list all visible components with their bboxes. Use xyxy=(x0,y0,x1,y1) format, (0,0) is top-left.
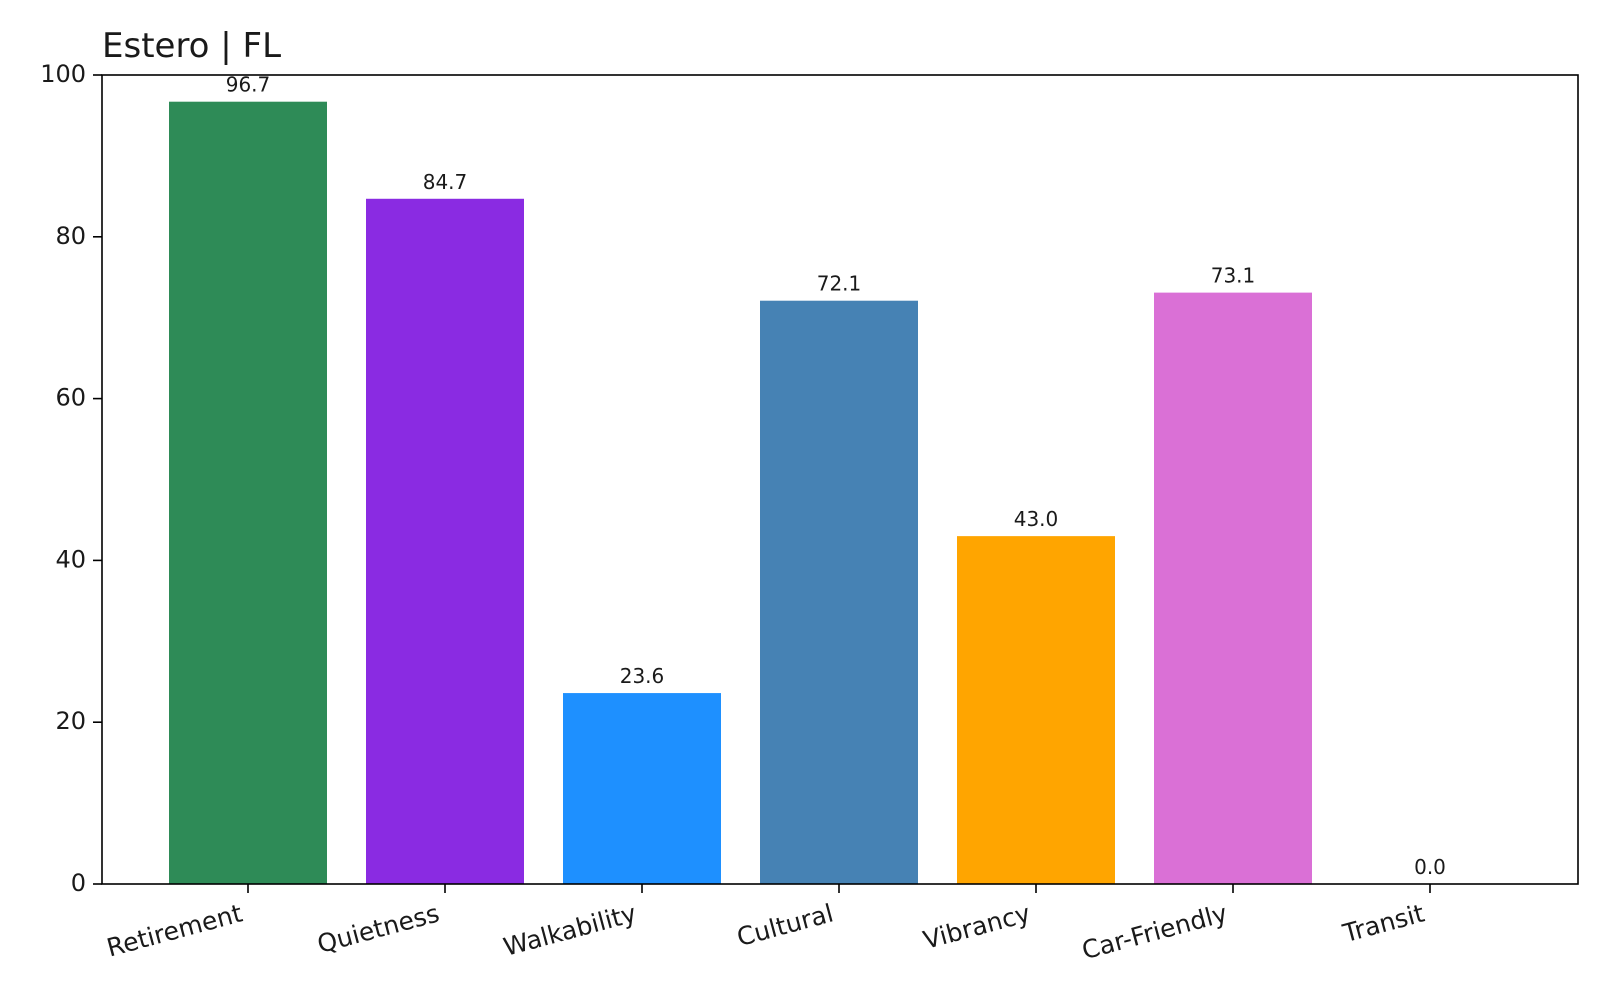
x-tick-label: Walkability xyxy=(500,898,639,961)
x-tick-label: Quietness xyxy=(314,899,442,959)
value-label: 73.1 xyxy=(1211,264,1256,288)
bar-cultural xyxy=(760,300,918,884)
value-label: 96.7 xyxy=(226,73,271,97)
value-label: 43.0 xyxy=(1014,507,1059,531)
value-label: 0.0 xyxy=(1414,855,1446,879)
bar-quietness xyxy=(366,198,524,885)
y-tick-label: 80 xyxy=(55,222,86,250)
x-tick-label: Car-Friendly xyxy=(1079,898,1231,965)
plot-area-frame xyxy=(101,74,1579,885)
value-label: 84.7 xyxy=(423,170,468,194)
y-tick-label: 100 xyxy=(40,60,86,88)
bar-vibrancy xyxy=(957,536,1115,884)
x-axis: Retirement Quietness Walkability Cultural Vi… xyxy=(104,884,1431,965)
bar-walkability xyxy=(563,693,721,884)
x-tick-label: Vibrancy xyxy=(920,898,1033,954)
y-tick-label: 40 xyxy=(55,545,86,573)
x-tick-label: Retirement xyxy=(104,898,246,962)
value-label: 23.6 xyxy=(620,664,665,688)
bar-retirement xyxy=(169,101,327,884)
bars-layer xyxy=(169,101,1312,885)
value-labels-layer: 96.7 84.7 23.6 72.1 43.0 73.1 0.0 xyxy=(226,73,1446,879)
bar-car-friendly xyxy=(1154,292,1312,885)
y-axis: 0 20 40 60 80 100 xyxy=(40,60,102,897)
value-label: 72.1 xyxy=(817,272,862,296)
x-tick-label: Cultural xyxy=(734,899,837,952)
y-tick-label: 20 xyxy=(55,707,86,735)
x-tick-label: Transit xyxy=(1339,898,1428,948)
y-tick-label: 60 xyxy=(55,384,86,412)
chart-title: Estero | FL xyxy=(102,26,281,66)
y-tick-label: 0 xyxy=(71,869,86,897)
